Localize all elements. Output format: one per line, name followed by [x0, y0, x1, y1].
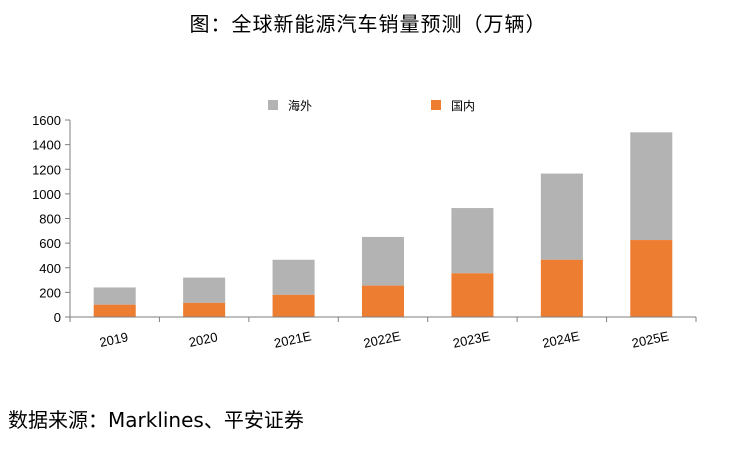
chart-title: 图：全球新能源汽车销量预测（万辆）	[189, 12, 547, 36]
bar-domestic	[451, 273, 494, 317]
x-tick-label: 2021E	[273, 328, 313, 351]
y-tick-label: 800	[39, 212, 61, 227]
legend: 海外 国内	[268, 98, 475, 113]
bar-overseas	[93, 287, 136, 305]
legend-swatch	[268, 100, 278, 110]
bar-overseas	[272, 259, 315, 295]
source-note: 数据来源：Marklines、平安证券	[8, 408, 304, 432]
y-tick-label: 600	[39, 236, 61, 251]
bars	[93, 132, 673, 317]
bar-overseas	[183, 277, 226, 303]
x-tick-label: 2024E	[541, 328, 581, 351]
x-tick-label: 2020	[188, 329, 219, 350]
x-tick-label: 2022E	[362, 328, 402, 351]
y-tick-label: 0	[54, 310, 61, 325]
bar-domestic	[183, 302, 226, 317]
x-tick-label: 2019	[98, 329, 129, 350]
bar-overseas	[361, 236, 405, 286]
y-tick-label: 1400	[32, 138, 61, 153]
bar-overseas	[630, 132, 673, 241]
legend-label: 国内	[451, 99, 475, 113]
y-tick-label: 400	[39, 261, 61, 276]
bar-domestic	[361, 285, 405, 317]
bar-overseas	[540, 173, 583, 260]
y-tick-label: 1600	[32, 113, 61, 128]
x-tick-label: 2023E	[452, 328, 492, 351]
y-tick-label: 200	[39, 285, 61, 300]
bar-domestic	[540, 259, 583, 317]
axes: 0 200 400 600 800 1000 1200 1400 1600 2019 2020 202…	[32, 113, 697, 351]
x-tick-label: 2025E	[630, 328, 670, 351]
y-tick-label: 1000	[32, 187, 61, 202]
bar-overseas	[451, 208, 494, 274]
legend-swatch	[431, 100, 441, 110]
y-tick-label: 1200	[32, 162, 61, 177]
bar-domestic	[272, 294, 315, 317]
legend-label: 海外	[288, 98, 312, 113]
bar-domestic	[93, 304, 136, 317]
bar-domestic	[630, 240, 673, 317]
